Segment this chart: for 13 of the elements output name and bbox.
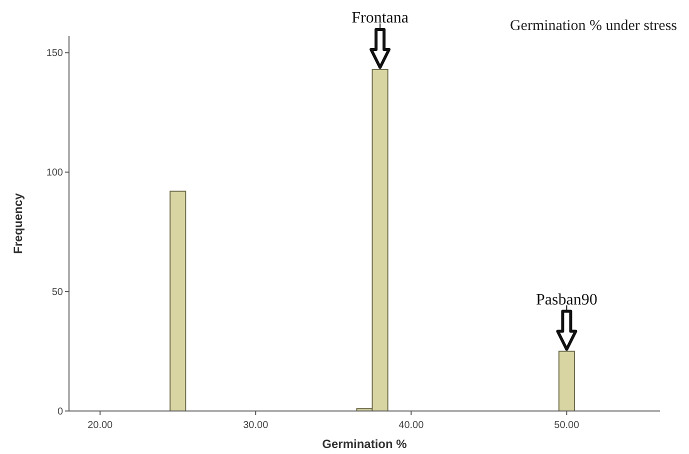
y-tick-label: 150 (46, 48, 64, 60)
y-axis-title: Frequency (11, 192, 25, 254)
annotation: Frontana (352, 9, 408, 26)
y-tick-label: 100 (46, 168, 64, 179)
x-tick-label: 30.00 (243, 420, 269, 431)
x-axis-title: Germination % (322, 437, 408, 451)
x-tick-label: 40.00 (398, 420, 424, 431)
y-tick-label: 0 (57, 406, 64, 418)
annotation: Pasban90 (536, 291, 598, 308)
y-tick-label: 50 (52, 287, 64, 298)
chart-title: Germination % under stress (510, 18, 678, 34)
x-tick-label: 50.00 (554, 420, 580, 431)
x-tick-label: 20.00 (88, 420, 114, 431)
